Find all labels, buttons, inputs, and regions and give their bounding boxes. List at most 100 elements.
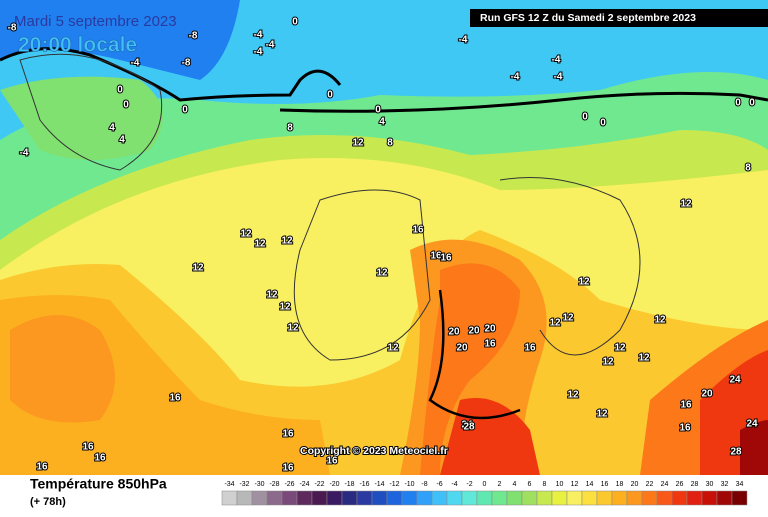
color-swatch: [311, 490, 328, 506]
color-swatch: [491, 490, 508, 506]
contour-label: 4: [119, 135, 125, 146]
contour-label: 12: [654, 315, 666, 326]
contour-label: 16: [326, 456, 338, 467]
color-swatch: [656, 490, 673, 506]
contour-label: -4: [511, 72, 520, 83]
colorbar-tick-label: 10: [556, 481, 564, 488]
colorbar-tick-label: -24: [299, 481, 309, 488]
forecast-time: 20:00 locale: [18, 34, 137, 57]
colorbar-tick-label: 34: [736, 481, 744, 488]
contour-label: 8: [745, 163, 751, 174]
contour-label: 12: [387, 343, 399, 354]
colorbar-tick-label: 18: [616, 481, 624, 488]
contour-label: 12: [567, 390, 579, 401]
colorbar-tick-label: -4: [451, 481, 457, 488]
color-swatch: [686, 490, 703, 506]
contour-label: 24: [461, 420, 473, 431]
colorbar-tick-label: 2: [498, 481, 502, 488]
contour-label: -4: [459, 35, 468, 46]
colorbar-tick-label: 32: [721, 481, 729, 488]
colorbar-tick-label: -10: [404, 481, 414, 488]
color-swatch: [596, 490, 613, 506]
copyright: Copyright © 2023 Meteociel.fr: [300, 445, 448, 457]
contour-label: 0: [117, 85, 123, 96]
colorbar: -34 -32 -30 -28 -26 -24 -22 -20 -18 -16 -14 -12 -10-…: [221, 481, 748, 506]
map-background: [0, 0, 768, 475]
colorbar-tick-label: 30: [706, 481, 714, 488]
color-swatch: [356, 490, 373, 506]
color-swatch: [236, 490, 253, 506]
color-swatch: [326, 490, 343, 506]
contour-label: 0: [600, 118, 606, 129]
color-swatch: [371, 490, 388, 506]
contour-label: -4: [266, 40, 275, 51]
colorbar-tick-label: -6: [436, 481, 442, 488]
colorbar-tick-label: -20: [329, 481, 339, 488]
contour-label: -4: [254, 47, 263, 58]
color-swatch: [701, 490, 718, 506]
contour-label: 12: [549, 318, 561, 329]
contour-label: 12: [562, 313, 574, 324]
colorbar-tick-label: -18: [344, 481, 354, 488]
forecast-date: Mardi 5 septembre 2023: [14, 13, 177, 30]
contour-label: -4: [131, 58, 140, 69]
contour-label: 4: [379, 117, 385, 128]
contour-label: 12: [281, 236, 293, 247]
contour-label: 20: [448, 327, 460, 338]
contour-label: 16: [440, 253, 452, 264]
contour-label: 8: [287, 123, 293, 134]
colorbar-tick-label: -22: [314, 481, 324, 488]
color-swatch: [581, 490, 598, 506]
contour-label: 16: [412, 225, 424, 236]
contour-label: 12: [376, 268, 388, 279]
contour-label: -4: [554, 72, 563, 83]
color-swatch: [671, 490, 688, 506]
colorbar-tick-label: 14: [586, 481, 594, 488]
colorbar-tick-label: 24: [661, 481, 669, 488]
contour-label: 16: [430, 251, 442, 262]
color-swatch: [266, 490, 283, 506]
color-swatch: [251, 490, 268, 506]
colorbar-tick-label: 20: [631, 481, 639, 488]
contour-label: 16: [36, 462, 48, 473]
colorbar-tick-label: 0: [483, 481, 487, 488]
contour-label: -8: [8, 23, 17, 34]
colorbar-tick-label: -8: [421, 481, 427, 488]
contour-label: 0: [749, 98, 755, 109]
colorbar-tick-label: 12: [571, 481, 579, 488]
contour-label: 12: [596, 409, 608, 420]
colorbar-tick-label: -12: [389, 481, 399, 488]
colorbar-tick-label: -32: [239, 481, 249, 488]
contour-label: 20: [701, 389, 713, 400]
color-swatch: [341, 490, 358, 506]
color-swatch: [641, 490, 658, 506]
contour-label: 12: [279, 302, 291, 313]
colorbar-tick-label: 16: [601, 481, 609, 488]
color-swatch: [731, 490, 748, 506]
contour-label: 0: [182, 105, 188, 116]
colorbar-tick-label: 6: [528, 481, 532, 488]
colorbar-tick-label: -2: [466, 481, 472, 488]
colorbar-tick-label: -16: [359, 481, 369, 488]
contour-label: 0: [327, 90, 333, 101]
colorbar-tick-label: -34: [224, 481, 234, 488]
contour-label: 12: [614, 343, 626, 354]
contour-label: -4: [20, 148, 29, 159]
color-swatch: [506, 490, 523, 506]
contour-label: 8: [387, 138, 393, 149]
colorbar-tick-label: -28: [269, 481, 279, 488]
color-swatch: [521, 490, 538, 506]
color-swatch: [431, 490, 448, 506]
run-info: Run GFS 12 Z du Samedi 2 septembre 2023: [480, 12, 696, 24]
colorbar-tick-label: 26: [676, 481, 684, 488]
contour-label: 12: [602, 357, 614, 368]
contour-label: 0: [123, 100, 129, 111]
contour-label: 20: [484, 324, 496, 335]
color-swatch: [716, 490, 733, 506]
color-swatch: [401, 490, 418, 506]
colorbar-tick-label: 22: [646, 481, 654, 488]
contour-label: -8: [189, 31, 198, 42]
contour-label: 16: [679, 423, 691, 434]
color-swatch: [461, 490, 478, 506]
